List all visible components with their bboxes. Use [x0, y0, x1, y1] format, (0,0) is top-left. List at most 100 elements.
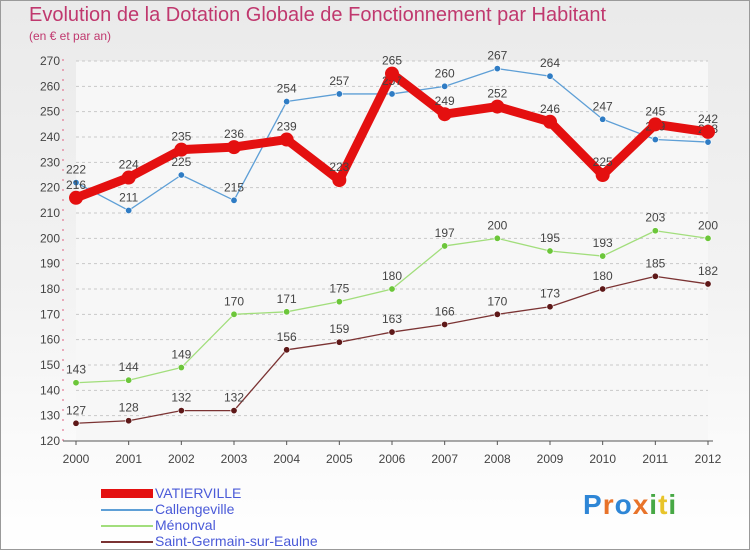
logo-letter: r	[602, 489, 615, 520]
legend-swatch-vatierville	[101, 489, 153, 498]
y-tick-label: 160	[40, 333, 60, 347]
x-tick-label: 2002	[168, 452, 195, 466]
y-tick-label: 210	[40, 206, 60, 220]
data-label: 156	[277, 330, 297, 344]
y-tick-label: 240	[40, 130, 60, 144]
data-label: 247	[593, 99, 613, 113]
y-tick-label: 260	[40, 79, 60, 93]
x-tick-label: 2007	[431, 452, 458, 466]
data-label: 200	[698, 218, 718, 232]
data-label: 132	[224, 391, 244, 405]
data-point	[125, 206, 133, 214]
data-label: 128	[119, 401, 139, 415]
plot-area	[76, 61, 708, 441]
x-tick-label: 2011	[642, 452, 668, 466]
data-label: 215	[224, 180, 244, 194]
data-point	[177, 171, 185, 179]
y-tick-label: 130	[40, 409, 60, 423]
data-point	[388, 90, 396, 98]
y-tick-label: 120	[40, 434, 60, 448]
x-tick-label: 2005	[326, 452, 353, 466]
data-point	[599, 115, 607, 123]
legend-swatch-menonval	[101, 525, 153, 527]
data-label: 246	[540, 102, 560, 116]
data-point	[704, 280, 712, 288]
y-tick-label: 150	[40, 358, 60, 372]
logo-letter: P	[583, 489, 603, 520]
x-tick-label: 2001	[115, 452, 142, 466]
data-point	[385, 66, 399, 81]
data-point	[701, 124, 715, 139]
data-point	[648, 117, 663, 132]
y-tick-label: 220	[40, 181, 60, 195]
x-tick-label: 2012	[695, 452, 722, 466]
data-point	[230, 196, 238, 204]
data-point	[543, 114, 557, 129]
data-label: 132	[171, 391, 191, 405]
data-point	[441, 82, 449, 90]
data-point	[72, 179, 80, 187]
legend-swatch-saint-germain	[101, 541, 153, 543]
data-label: 254	[277, 82, 297, 96]
data-label: 182	[698, 264, 718, 278]
data-point	[335, 298, 343, 306]
data-point	[493, 234, 501, 242]
chart-title: Evolution de la Dotation Globale de Fonc…	[29, 4, 607, 26]
data-point	[441, 320, 449, 328]
data-point	[227, 140, 241, 155]
data-label: 236	[224, 127, 244, 141]
x-tick-label: 2006	[379, 452, 406, 466]
data-point	[651, 227, 659, 235]
data-point	[125, 417, 133, 425]
y-tick-label: 270	[40, 54, 60, 68]
data-point	[283, 98, 291, 106]
data-label: 163	[382, 312, 402, 326]
data-point	[121, 170, 136, 185]
data-label: 170	[487, 294, 507, 308]
data-label: 180	[382, 269, 402, 283]
x-tick-label: 2009	[537, 452, 564, 466]
data-point	[177, 407, 185, 415]
data-label: 166	[435, 304, 455, 318]
data-point	[493, 65, 501, 73]
data-point	[704, 234, 712, 242]
legend-label-menonval: Ménonval	[155, 517, 216, 533]
y-tick-label: 230	[40, 155, 60, 169]
y-tick-label: 140	[40, 383, 60, 397]
data-point	[230, 407, 238, 415]
data-label: 143	[66, 363, 86, 377]
data-label: 252	[487, 87, 507, 101]
data-label: 245	[645, 104, 665, 118]
proxiti-logo[interactable]: Proxiti	[583, 489, 677, 521]
data-label: 260	[435, 66, 455, 80]
data-label: 170	[224, 294, 244, 308]
y-tick-label: 190	[40, 257, 60, 271]
x-tick-label: 2000	[63, 452, 90, 466]
data-point	[441, 242, 449, 250]
data-label: 225	[171, 155, 191, 169]
data-point	[174, 142, 189, 157]
data-label: 225	[593, 155, 613, 169]
data-point	[437, 107, 452, 122]
data-label: 171	[277, 292, 297, 306]
data-label: 222	[66, 163, 86, 177]
data-label: 175	[329, 282, 349, 296]
logo-letter: t	[658, 489, 669, 520]
x-tick-label: 2004	[273, 452, 300, 466]
data-label: 159	[329, 322, 349, 336]
data-label: 249	[435, 94, 455, 108]
data-point	[599, 252, 607, 260]
data-point	[493, 310, 501, 318]
logo-letter: x	[632, 489, 650, 520]
x-tick-label: 2010	[589, 452, 616, 466]
y-tick-label: 200	[40, 231, 60, 245]
data-label: 267	[487, 49, 507, 63]
data-point	[335, 90, 343, 98]
data-point	[283, 308, 291, 316]
data-label: 203	[645, 211, 665, 225]
data-point	[72, 379, 80, 387]
data-label: 127	[66, 403, 86, 417]
legend-label-saint-germain: Saint-Germain-sur-Eaulne	[155, 533, 318, 549]
data-point	[279, 132, 294, 147]
